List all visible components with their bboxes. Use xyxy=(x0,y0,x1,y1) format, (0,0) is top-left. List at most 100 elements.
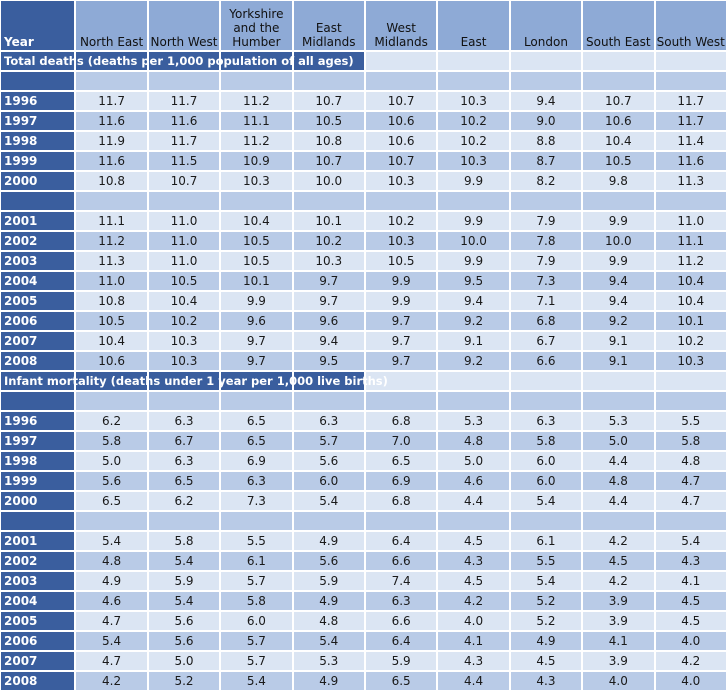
value-cell: 4.9 xyxy=(293,592,364,610)
spacer-cell xyxy=(583,392,654,410)
section-title-filler xyxy=(293,52,364,70)
header-row: Year North East North West Yorkshire and… xyxy=(1,1,726,50)
value-cell: 5.4 xyxy=(76,632,147,650)
table-row: 2003 4.9 5.9 5.7 5.9 7.4 4.5 5.4 4.2 4.1 xyxy=(1,572,726,590)
section-title-filler xyxy=(655,372,726,390)
value-cell: 9.6 xyxy=(293,312,364,330)
year-cell: 1999 xyxy=(1,152,75,170)
value-cell: 4.2 xyxy=(583,572,654,590)
value-cell: 5.9 xyxy=(148,572,220,590)
value-cell: 10.5 xyxy=(148,272,220,290)
value-cell: 11.7 xyxy=(655,92,726,110)
value-cell: 10.2 xyxy=(438,132,509,150)
value-cell: 9.7 xyxy=(221,352,292,370)
value-cell: 6.8 xyxy=(365,412,437,430)
value-cell: 10.7 xyxy=(583,92,654,110)
year-cell: 1999 xyxy=(1,472,75,490)
table-row: 2000 6.5 6.2 7.3 5.4 6.8 4.4 5.4 4.4 4.7 xyxy=(1,492,726,510)
value-cell: 9.9 xyxy=(583,212,654,230)
value-cell: 9.9 xyxy=(438,172,509,190)
year-cell: 2005 xyxy=(1,292,75,310)
value-cell: 6.2 xyxy=(76,412,147,430)
spacer-cell xyxy=(510,72,582,90)
section-title-filler xyxy=(221,372,292,390)
value-cell: 5.4 xyxy=(510,492,582,510)
spacer-cell xyxy=(293,72,364,90)
value-cell: 11.3 xyxy=(76,252,147,270)
section-title-filler xyxy=(583,372,654,390)
value-cell: 6.0 xyxy=(293,472,364,490)
value-cell: 5.8 xyxy=(221,592,292,610)
value-cell: 5.0 xyxy=(76,452,147,470)
year-cell: 2000 xyxy=(1,172,75,190)
value-cell: 11.7 xyxy=(148,132,220,150)
value-cell: 5.2 xyxy=(510,612,582,630)
value-cell: 4.9 xyxy=(293,672,364,690)
value-cell: 4.5 xyxy=(655,612,726,630)
value-cell: 9.7 xyxy=(365,332,437,350)
value-cell: 7.9 xyxy=(510,212,582,230)
table-body: Total deaths (deaths per 1,000 populatio… xyxy=(1,52,726,690)
value-cell: 6.5 xyxy=(148,472,220,490)
year-cell: 2002 xyxy=(1,232,75,250)
table-row: 1999 5.6 6.5 6.3 6.0 6.9 4.6 6.0 4.8 4.7 xyxy=(1,472,726,490)
value-cell: 7.4 xyxy=(365,572,437,590)
value-cell: 9.7 xyxy=(365,312,437,330)
value-cell: 3.9 xyxy=(583,612,654,630)
value-cell: 9.4 xyxy=(583,272,654,290)
year-column-header: Year xyxy=(1,1,75,50)
year-cell: 2008 xyxy=(1,352,75,370)
value-cell: 3.9 xyxy=(583,652,654,670)
spacer-cell xyxy=(76,392,147,410)
value-cell: 9.5 xyxy=(438,272,509,290)
value-cell: 6.4 xyxy=(365,632,437,650)
value-cell: 4.9 xyxy=(293,532,364,550)
value-cell: 9.4 xyxy=(583,292,654,310)
value-cell: 6.0 xyxy=(510,452,582,470)
value-cell: 4.0 xyxy=(655,632,726,650)
value-cell: 7.3 xyxy=(510,272,582,290)
value-cell: 4.7 xyxy=(655,472,726,490)
value-cell: 11.0 xyxy=(148,252,220,270)
value-cell: 4.9 xyxy=(510,632,582,650)
value-cell: 10.4 xyxy=(76,332,147,350)
section-title-filler xyxy=(583,52,654,70)
spacer-cell xyxy=(148,512,220,530)
value-cell: 10.4 xyxy=(583,132,654,150)
section-title-filler xyxy=(510,372,582,390)
value-cell: 6.4 xyxy=(365,532,437,550)
year-cell: 1998 xyxy=(1,132,75,150)
value-cell: 5.9 xyxy=(365,652,437,670)
spacer-cell xyxy=(148,72,220,90)
spacer-cell xyxy=(655,392,726,410)
value-cell: 4.7 xyxy=(655,492,726,510)
value-cell: 10.0 xyxy=(293,172,364,190)
value-cell: 5.7 xyxy=(221,632,292,650)
value-cell: 4.4 xyxy=(438,672,509,690)
spacer-cell xyxy=(293,512,364,530)
value-cell: 9.9 xyxy=(365,272,437,290)
value-cell: 10.6 xyxy=(365,112,437,130)
year-cell: 2007 xyxy=(1,332,75,350)
value-cell: 5.3 xyxy=(583,412,654,430)
value-cell: 8.2 xyxy=(510,172,582,190)
value-cell: 6.5 xyxy=(76,492,147,510)
value-cell: 5.6 xyxy=(293,452,364,470)
value-cell: 9.2 xyxy=(583,312,654,330)
spacer-cell xyxy=(148,392,220,410)
value-cell: 5.6 xyxy=(148,632,220,650)
year-cell: 2007 xyxy=(1,652,75,670)
value-cell: 5.8 xyxy=(148,532,220,550)
year-cell: 1996 xyxy=(1,92,75,110)
value-cell: 7.9 xyxy=(510,252,582,270)
value-cell: 7.8 xyxy=(510,232,582,250)
value-cell: 4.4 xyxy=(583,452,654,470)
value-cell: 4.1 xyxy=(583,632,654,650)
table-row: 2001 11.1 11.0 10.4 10.1 10.2 9.9 7.9 9.9 11.0 xyxy=(1,212,726,230)
value-cell: 8.7 xyxy=(510,152,582,170)
value-cell: 5.6 xyxy=(76,472,147,490)
value-cell: 9.1 xyxy=(583,352,654,370)
value-cell: 11.1 xyxy=(221,112,292,130)
value-cell: 6.3 xyxy=(221,472,292,490)
